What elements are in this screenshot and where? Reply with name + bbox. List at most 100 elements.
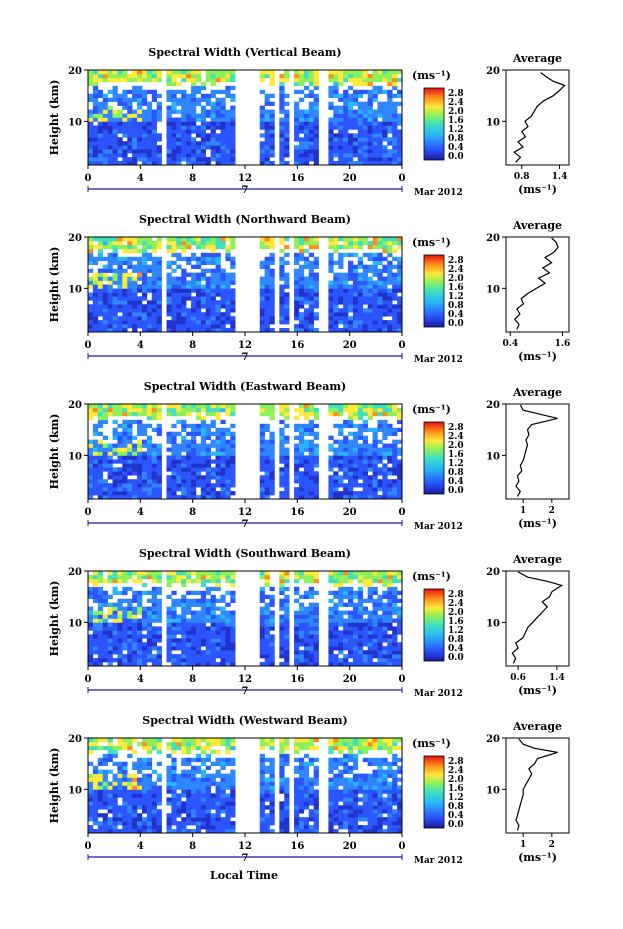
heatmap-cell (382, 638, 388, 643)
heatmap-cell (195, 598, 202, 603)
heatmap-cell (387, 324, 393, 329)
heatmap-cell (151, 411, 157, 417)
heatmap-cell (338, 427, 344, 433)
heatmap-cell (156, 646, 162, 651)
heatmap-cell (117, 805, 123, 810)
heatmap-cell (303, 93, 310, 99)
heatmap-cell (88, 793, 94, 798)
heatmap-cell (308, 237, 314, 242)
heatmap-cell (151, 809, 157, 814)
heatmap-cell (377, 328, 383, 333)
heatmap-cell (387, 447, 393, 452)
heatmap-cell (362, 571, 368, 576)
heatmap-cell (200, 435, 207, 440)
heatmap-cell (186, 157, 192, 162)
heatmap-cell (269, 296, 275, 301)
heatmap-cell (264, 427, 270, 433)
heatmap-cell (171, 157, 177, 162)
heatmap-cell (225, 407, 231, 413)
heatmap-cell (97, 805, 104, 810)
heatmap-cell (372, 622, 378, 627)
heatmap-cell (308, 133, 314, 138)
heatmap-cell (308, 495, 314, 500)
heatmap-cell (298, 157, 305, 162)
heatmap-cell (397, 626, 403, 631)
heatmap-cell (181, 292, 187, 297)
heatmap-cell (97, 328, 104, 333)
heatmap-cell (333, 70, 339, 75)
heatmap-cell (377, 70, 383, 75)
heatmap-cell (259, 574, 265, 580)
heatmap-cell (225, 141, 231, 146)
heatmap-cell (392, 495, 398, 500)
heatmap-cell (117, 93, 123, 99)
heatmap-cell (176, 475, 182, 480)
heatmap-cell (92, 300, 99, 305)
heatmap-cell (112, 753, 118, 759)
heatmap-cell (367, 586, 373, 592)
colorbar-tick-label: 0.8 (448, 635, 464, 645)
profile-y-tick-label: 10 (486, 284, 500, 295)
heatmap-cell (298, 268, 305, 273)
heatmap-cell (313, 638, 319, 643)
heatmap-cell (215, 491, 221, 496)
heatmap-cell (333, 272, 339, 277)
heatmap-cell (200, 296, 207, 301)
heatmap-cell (171, 654, 177, 659)
heatmap-cell (122, 622, 128, 627)
heatmap-cell (141, 582, 148, 588)
heatmap-cell (333, 463, 339, 468)
heatmap-cell (210, 268, 216, 273)
heatmap-cell (294, 654, 300, 659)
heatmap-cell (338, 125, 344, 130)
heatmap-cell (132, 447, 138, 452)
heatmap-cell (92, 328, 99, 333)
heatmap-cell (338, 316, 344, 321)
heatmap-cell (205, 240, 211, 246)
heatmap-cell (313, 658, 319, 663)
heatmap-cell (284, 662, 290, 667)
heatmap-cell (308, 646, 314, 651)
heatmap-cell (269, 70, 275, 75)
heatmap-cell (132, 479, 138, 484)
heatmap-cell (156, 157, 162, 162)
heatmap-cell (205, 304, 211, 309)
heatmap-cell (151, 292, 157, 297)
heatmap-cell (215, 149, 221, 154)
heatmap-cell (259, 89, 265, 95)
heatmap-cell (117, 658, 123, 663)
heatmap-cell (279, 149, 285, 154)
heatmap-cell (348, 423, 354, 429)
heatmap-cell (141, 312, 148, 317)
heatmap-cell (92, 626, 99, 631)
heatmap-cell (122, 419, 128, 425)
heatmap-cell (181, 574, 187, 580)
heatmap-cell (338, 495, 344, 500)
colorbar-tick-label: 2.0 (448, 274, 464, 284)
heatmap-cell (220, 292, 226, 297)
heatmap-cell (382, 300, 388, 305)
heatmap-cell (171, 284, 177, 289)
heatmap-cell (166, 455, 172, 460)
heatmap-cell (122, 634, 128, 639)
heatmap-cell (372, 237, 378, 242)
heatmap-cell (294, 479, 300, 484)
heatmap-cell (377, 105, 383, 110)
heatmap-cell (397, 658, 403, 663)
heatmap-cell (220, 642, 226, 647)
heatmap-cell (382, 479, 388, 484)
heatmap-cell (107, 276, 113, 281)
heatmap-cell (181, 491, 187, 496)
heatmap-cell (88, 237, 94, 242)
heatmap-cell (387, 105, 393, 110)
heatmap-cell (392, 658, 398, 663)
heatmap-cell (382, 447, 388, 452)
heatmap-cell (117, 630, 123, 635)
heatmap-cell (397, 610, 403, 615)
heatmap-cell (176, 73, 182, 79)
heatmap-cell (127, 741, 133, 747)
heatmap-cell (186, 773, 192, 778)
heatmap-cell (269, 244, 275, 250)
heatmap-cell (357, 415, 364, 421)
heatmap-cell (328, 411, 334, 417)
